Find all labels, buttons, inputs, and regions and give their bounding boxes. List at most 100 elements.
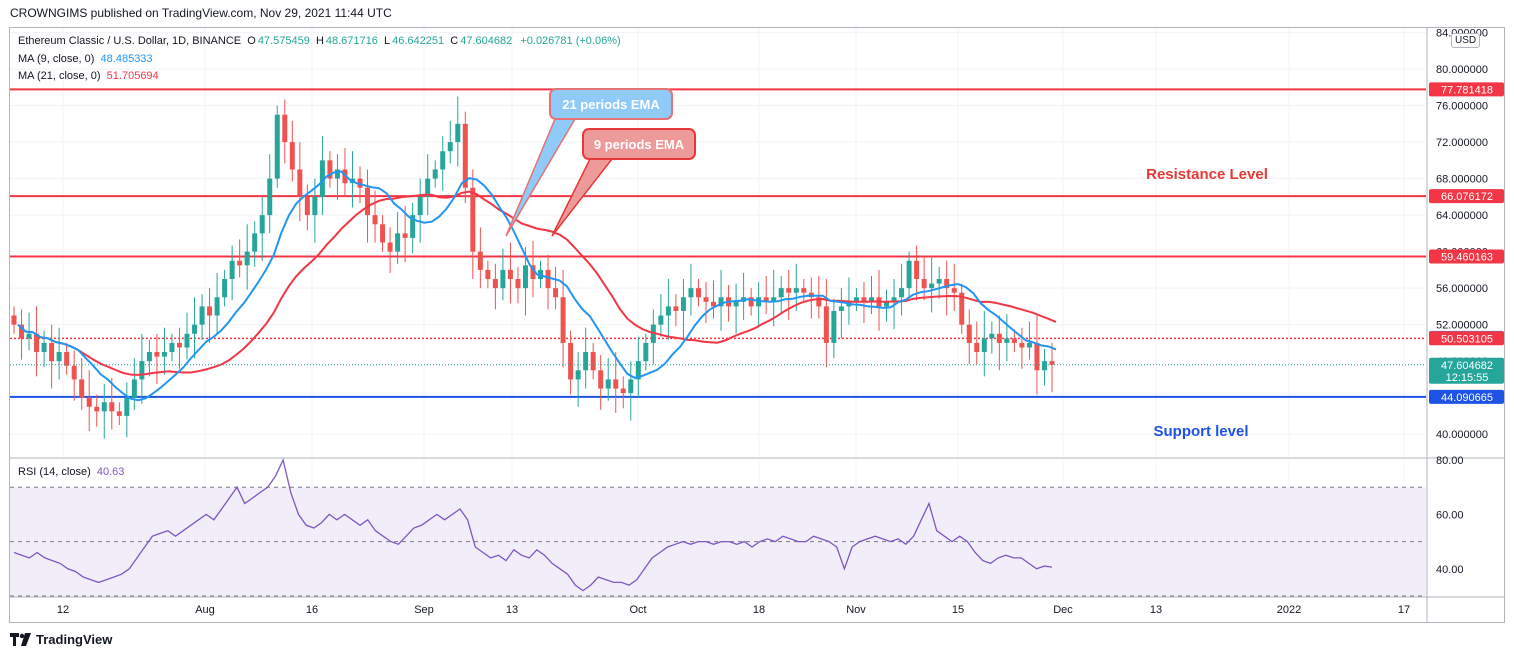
- candle-body: [402, 233, 408, 238]
- candle-body: [530, 265, 536, 280]
- candle-body: [372, 215, 378, 225]
- candle-body: [64, 352, 70, 366]
- candle-body: [94, 406, 100, 412]
- ma21-legend: MA (21, close, 0) 51.705694: [18, 70, 159, 82]
- candle-body: [718, 297, 724, 307]
- candle-body: [921, 279, 927, 289]
- ma9-legend: MA (9, close, 0) 48.485333: [18, 53, 153, 65]
- candle-body: [229, 260, 235, 280]
- price-label-text: 59.460163: [1441, 252, 1493, 264]
- candle-body: [1041, 361, 1047, 371]
- candle-body: [252, 233, 258, 252]
- candle-body: [485, 269, 491, 280]
- candle-body: [981, 338, 987, 353]
- candle-body: [237, 260, 243, 266]
- candle-body: [598, 370, 604, 389]
- ema9-callout-text: 9 periods EMA: [594, 137, 685, 152]
- y-tick-label: 68.000000: [1436, 174, 1488, 186]
- candle-body: [71, 365, 77, 380]
- candle-body: [131, 379, 137, 398]
- candle-body: [831, 310, 837, 343]
- candle-body: [944, 279, 950, 289]
- price-label-box: [1429, 389, 1504, 404]
- y-tick-label: 56.000000: [1436, 283, 1488, 295]
- x-tick-label: 17: [1398, 604, 1410, 616]
- x-tick-label: 13: [506, 604, 518, 616]
- candle-body: [816, 297, 822, 307]
- candle-body: [425, 178, 431, 197]
- rsi-tick-label: 80.00: [1436, 455, 1464, 467]
- candle-body: [658, 315, 664, 325]
- y-tick-label: 64.000000: [1436, 210, 1488, 222]
- close-value: 47.604682: [460, 35, 513, 47]
- symbol-legend: Ethereum Classic / U.S. Dollar, 1D, BINA…: [18, 35, 621, 47]
- ema21-callout-text: 21 periods EMA: [562, 97, 660, 112]
- candle-body: [553, 288, 559, 298]
- candle-body: [267, 178, 273, 216]
- price-label-text: 66.076172: [1441, 191, 1493, 203]
- candle-body: [1026, 342, 1032, 348]
- candle-body: [207, 306, 213, 316]
- candle-body: [989, 333, 995, 339]
- candle-body: [282, 114, 288, 143]
- candle-body: [380, 224, 386, 243]
- candle-body: [914, 260, 920, 280]
- candle-body: [447, 142, 453, 152]
- candle-body: [786, 288, 792, 293]
- price-label-box: [1429, 82, 1504, 97]
- candle-body: [365, 187, 371, 216]
- candle-body: [1019, 342, 1025, 348]
- candle-body: [1049, 361, 1055, 365]
- price-label-text: 77.781418: [1441, 84, 1493, 96]
- candle-body: [823, 306, 829, 343]
- x-tick-label: Oct: [629, 604, 646, 616]
- candle-body: [26, 333, 32, 339]
- x-tick-label: Dec: [1053, 604, 1073, 616]
- candle-body: [763, 297, 769, 302]
- high-value: 48.671716: [325, 35, 378, 47]
- candle-body: [951, 288, 957, 293]
- y-tick-label: 40.000000: [1436, 429, 1488, 441]
- currency-button[interactable]: USD: [1451, 33, 1481, 48]
- candle-body: [605, 379, 611, 389]
- candle-body: [545, 269, 551, 289]
- candle-body: [109, 402, 115, 412]
- ma21-value: 51.705694: [106, 70, 159, 82]
- x-tick-label: Sep: [414, 604, 434, 616]
- candle-body: [575, 370, 581, 380]
- candle-body: [568, 342, 574, 380]
- x-tick-label: 12: [57, 604, 69, 616]
- low-value: 46.642251: [392, 35, 445, 47]
- ma9-value: 48.485333: [100, 53, 153, 65]
- x-tick-label: 18: [753, 604, 765, 616]
- candle-body: [793, 288, 799, 293]
- y-tick-label: 76.000000: [1436, 101, 1488, 113]
- price-label-box: [1429, 189, 1504, 204]
- candle-body: [801, 288, 807, 293]
- ema9-callout-box: [582, 128, 696, 160]
- candle-body: [259, 215, 265, 234]
- candle-body: [500, 269, 506, 289]
- ema9-callout-pointer: [551, 158, 614, 237]
- price-label-text: 50.503105: [1441, 333, 1493, 345]
- candle-body: [673, 306, 679, 311]
- candle-body: [703, 297, 709, 302]
- x-tick-label: 15: [952, 604, 964, 616]
- candle-body: [124, 397, 130, 416]
- candle-body: [79, 379, 85, 398]
- candle-body: [417, 196, 423, 216]
- candle-body: [462, 123, 468, 188]
- rsi-legend: RSI (14, close) 40.63: [18, 466, 125, 478]
- candle-body: [861, 297, 867, 302]
- candle-body: [154, 352, 160, 357]
- candle-body: [884, 301, 890, 307]
- resistance-label: Resistance Level: [1146, 166, 1268, 183]
- open-value: 47.575459: [257, 35, 310, 47]
- candle-body: [507, 269, 513, 280]
- candle-body: [583, 352, 589, 371]
- candle-body: [34, 333, 40, 353]
- x-tick-label: Aug: [195, 604, 215, 616]
- candle-body: [116, 411, 122, 416]
- candle-body: [304, 196, 310, 216]
